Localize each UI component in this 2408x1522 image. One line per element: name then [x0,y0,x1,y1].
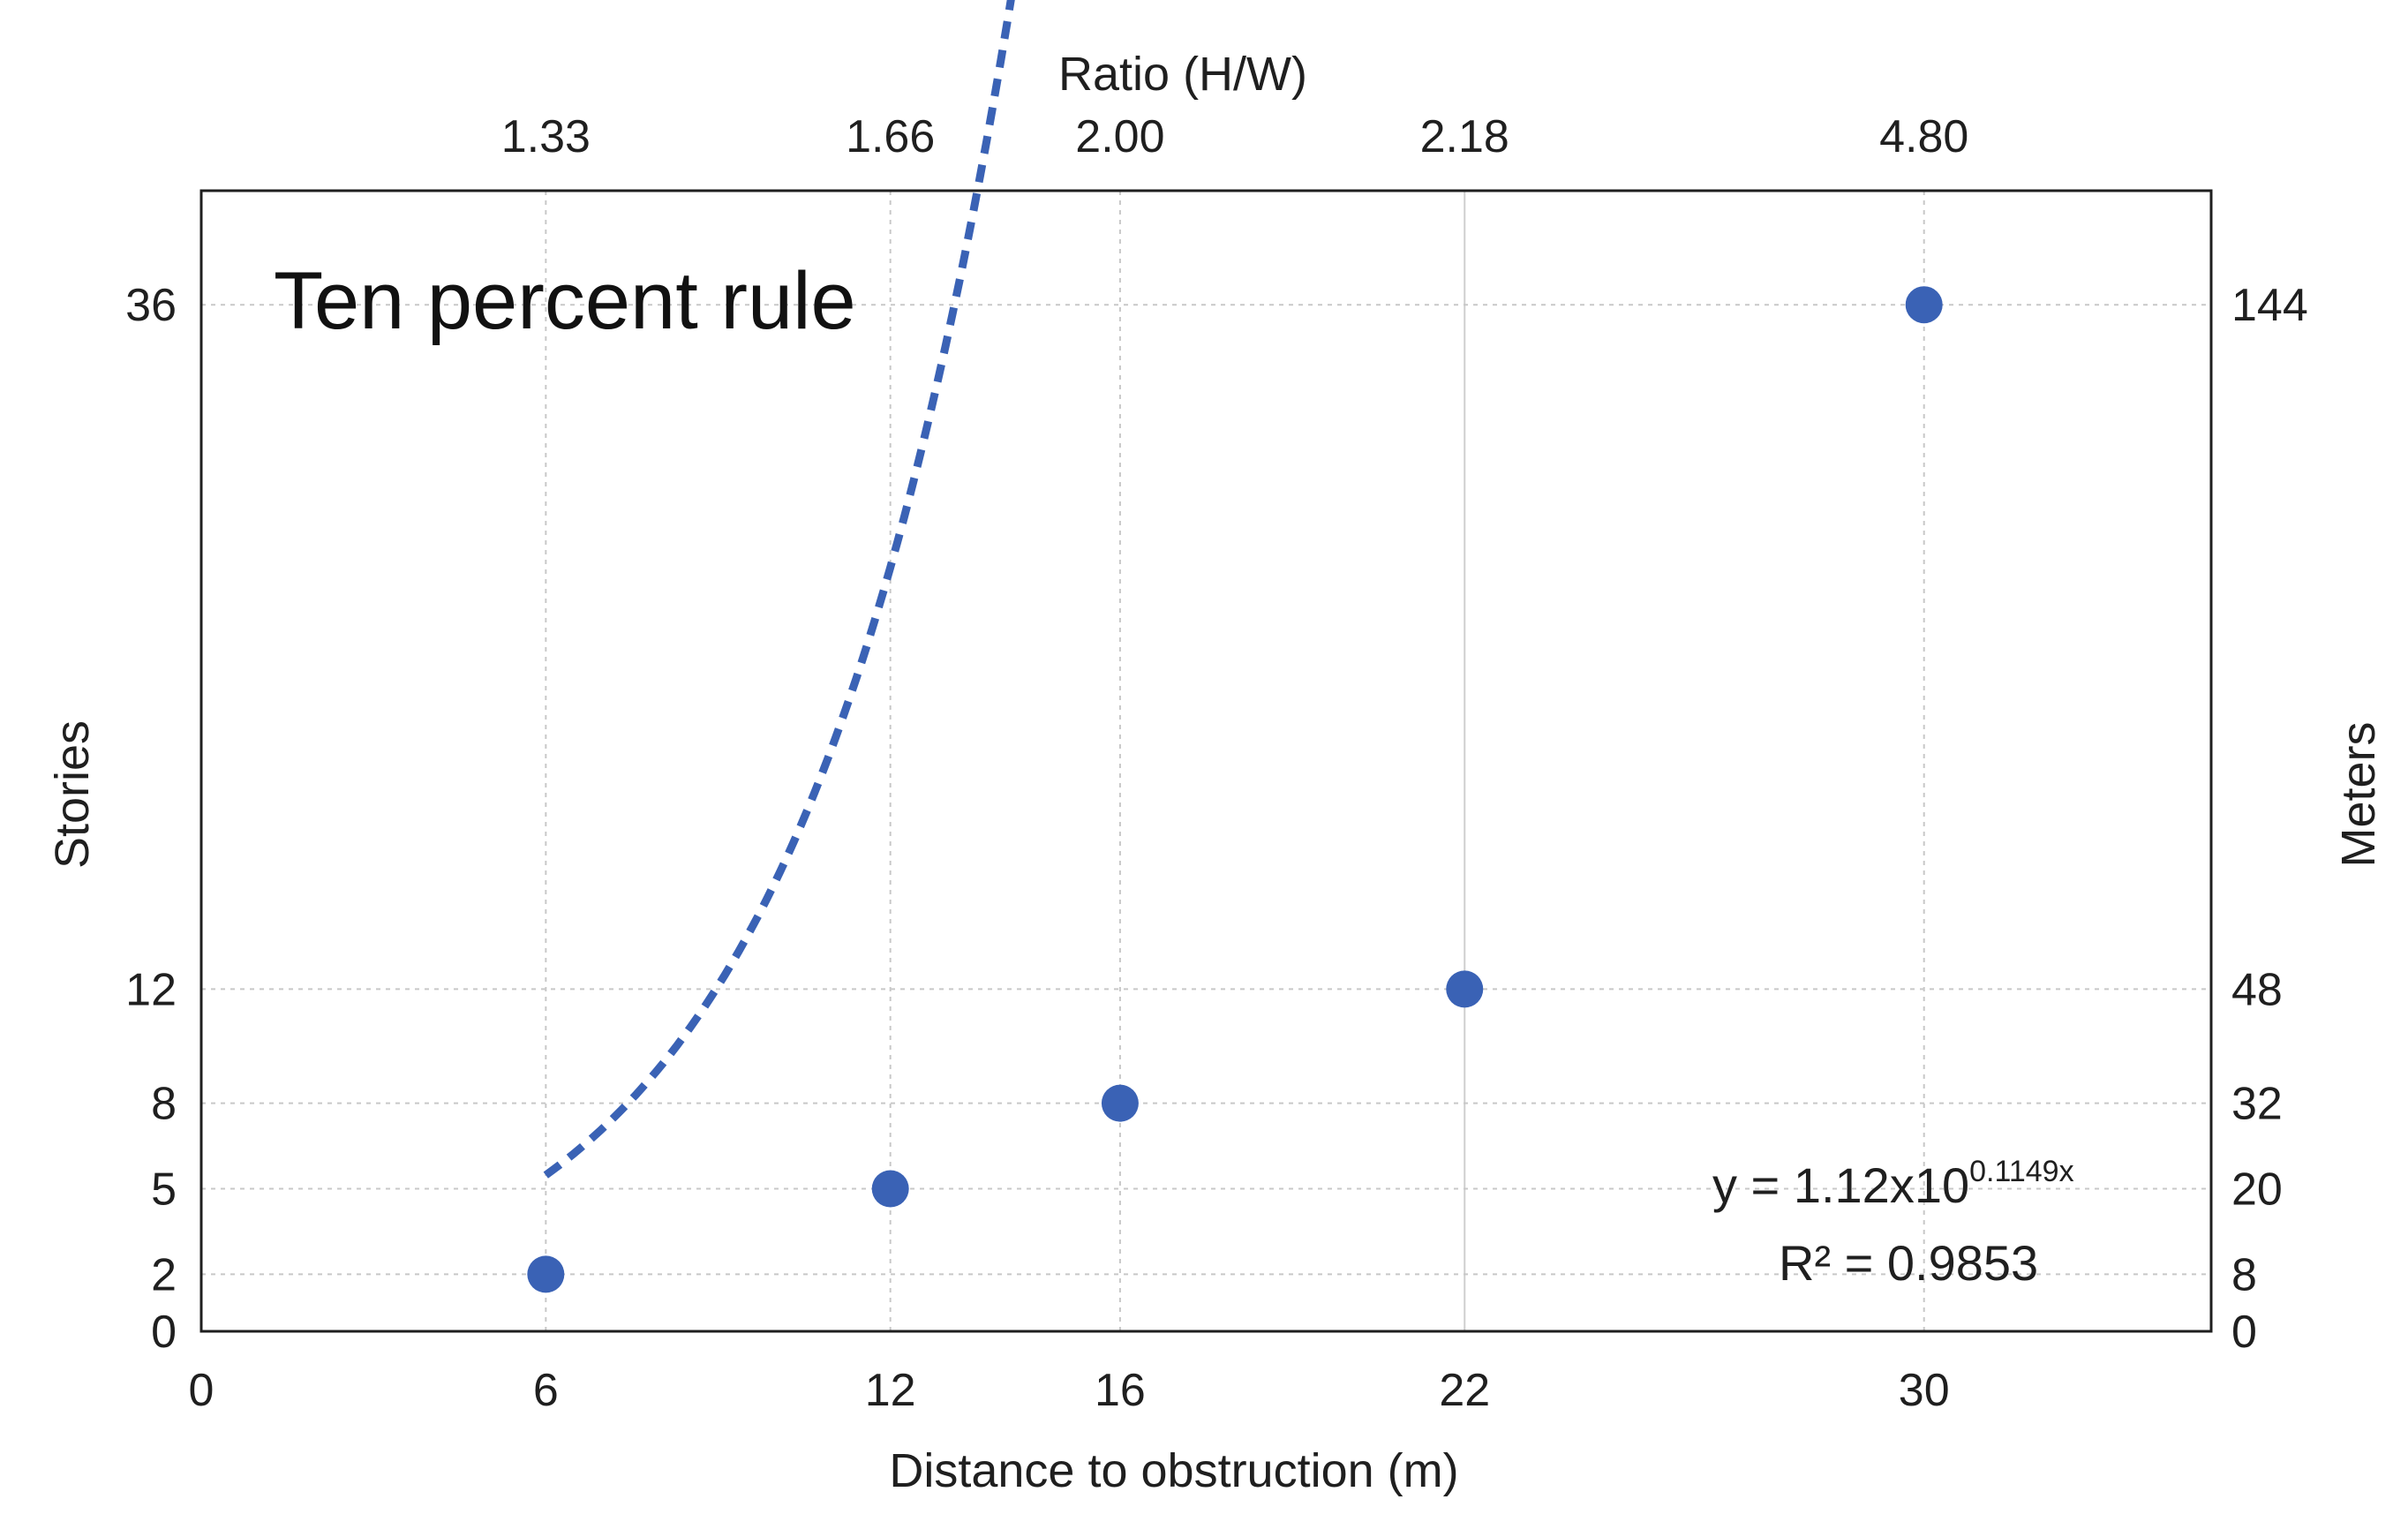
grid-lines [201,191,2211,1331]
data-point [871,1170,909,1208]
y-tick-label: 36 [125,280,177,331]
right-axis-title: Meters [2332,721,2385,867]
top-tick-label: 2.00 [1075,111,1164,162]
top-axis-title: Ratio (H/W) [1058,48,1307,101]
equation-exponent: 0.1149x [1969,1155,2073,1188]
right-tick-label: 0 [2231,1307,2257,1358]
x-tick-label: 22 [1439,1365,1490,1416]
x-tick-label: 12 [865,1365,916,1416]
top-tick-label: 1.66 [846,111,935,162]
data-point [1446,970,1484,1008]
trendline-equation: y = 1.12x100.1149x [1712,1155,2074,1213]
chart-title: Ten percent rule [274,256,856,346]
x-tick-label: 16 [1095,1365,1146,1416]
top-tick-label: 1.33 [501,111,591,162]
y-tick-label: 12 [125,964,177,1015]
y-tick-label: 2 [151,1249,177,1300]
top-tick-label: 4.80 [1879,111,1968,162]
y-tick-label: 5 [151,1164,177,1216]
right-tick-label: 8 [2231,1249,2257,1300]
data-point [527,1255,565,1293]
right-tick-label: 32 [2231,1079,2283,1130]
x-tick-label: 30 [1899,1365,1950,1416]
y-axis-title: Stories [46,720,99,869]
data-point [1101,1084,1139,1122]
plot-frame [199,189,2213,1333]
x-tick-label: 0 [189,1365,214,1416]
right-tick-label: 144 [2231,280,2308,331]
top-tick-label: 2.18 [1420,111,1509,162]
right-tick-label: 48 [2231,964,2283,1015]
r-squared: R² = 0.9853 [1779,1235,2038,1291]
equation-base: y = 1.12x10 [1712,1157,1969,1213]
data-point [1905,286,1943,324]
right-tick-label: 20 [2231,1164,2283,1216]
tick-labels: 0 6 12 16 22 301.33 1.66 2.00 2.18 4.800 02 85 208 32… [125,111,2308,1416]
y-tick-label: 0 [151,1307,177,1358]
data-points [527,286,1943,1293]
x-axis-title: Distance to obstruction (m) [889,1444,1458,1497]
x-tick-label: 6 [533,1365,559,1416]
y-tick-label: 8 [151,1079,177,1130]
trendline [543,0,1015,1179]
